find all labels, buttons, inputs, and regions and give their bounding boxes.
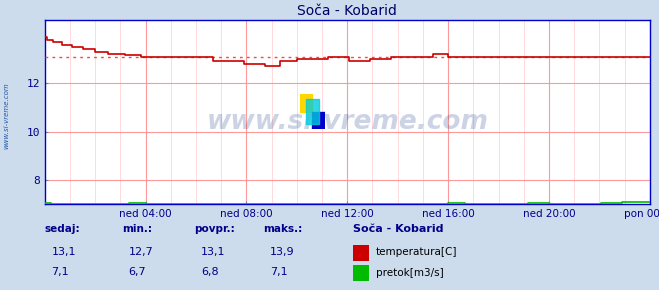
Text: www.si-vreme.com: www.si-vreme.com [206, 108, 488, 135]
Text: 12,7: 12,7 [129, 247, 154, 257]
Text: 7,1: 7,1 [270, 267, 288, 278]
Text: 6,8: 6,8 [201, 267, 219, 278]
Text: www.si-vreme.com: www.si-vreme.com [3, 83, 10, 149]
Text: povpr.:: povpr.: [194, 224, 235, 234]
Text: min.:: min.: [122, 224, 152, 234]
Text: 13,1: 13,1 [51, 247, 76, 257]
Text: 7,1: 7,1 [51, 267, 69, 278]
Bar [300, 94, 312, 112]
Text: 13,9: 13,9 [270, 247, 295, 257]
Text: sedaj:: sedaj: [45, 224, 80, 234]
Text: pretok[m3/s]: pretok[m3/s] [376, 268, 444, 278]
Bar [312, 112, 325, 129]
Text: Soča - Kobarid: Soča - Kobarid [353, 224, 443, 234]
Text: maks.:: maks.: [264, 224, 303, 234]
Text: 13,1: 13,1 [201, 247, 225, 257]
Text: temperatura[C]: temperatura[C] [376, 247, 457, 257]
Text: 6,7: 6,7 [129, 267, 146, 278]
Title: Soča - Kobarid: Soča - Kobarid [297, 4, 397, 18]
Bar [306, 99, 319, 124]
